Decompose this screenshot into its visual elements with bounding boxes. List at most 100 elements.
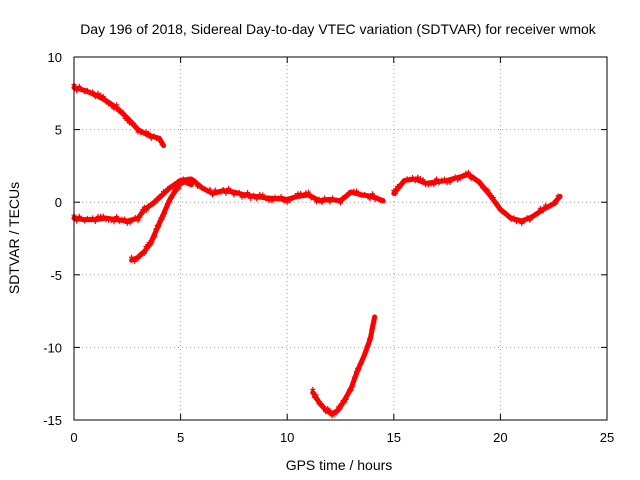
data-point [318, 401, 324, 407]
data-point [314, 199, 320, 205]
data-point [352, 374, 358, 380]
data-point [401, 179, 407, 185]
data-point [516, 217, 522, 223]
data-point [349, 383, 355, 389]
data-point [368, 332, 374, 338]
data-point [79, 217, 85, 223]
data-point [254, 196, 260, 202]
data-point [335, 198, 341, 204]
data-point [159, 142, 165, 148]
data-point [95, 90, 101, 96]
data-point [212, 187, 218, 193]
data-point [103, 99, 109, 105]
data-point [393, 191, 399, 197]
x-tick-label: 0 [70, 430, 77, 445]
data-point [330, 195, 336, 201]
data-point [151, 133, 157, 139]
data-point [457, 175, 463, 181]
data-point [148, 135, 154, 141]
data-point [369, 325, 375, 331]
data-point [106, 101, 112, 107]
data-point [319, 200, 325, 206]
data-point [135, 218, 141, 224]
data-point [468, 176, 474, 182]
data-point [447, 179, 453, 185]
data-point [180, 180, 186, 186]
data-point [290, 195, 296, 201]
data-point [513, 219, 519, 225]
data-point [370, 322, 376, 328]
data-point [360, 356, 366, 362]
data-point [521, 218, 527, 224]
data-point [365, 342, 371, 348]
data-point [76, 213, 82, 219]
data-point [210, 192, 216, 198]
data-point [433, 176, 439, 182]
data-point [100, 94, 106, 100]
data-point [377, 198, 383, 204]
data-point [98, 92, 104, 98]
data-point [124, 117, 130, 123]
data-point [504, 211, 510, 217]
data-point [84, 215, 90, 221]
data-point [111, 106, 117, 112]
data-point [202, 186, 208, 192]
data-point [311, 394, 317, 400]
data-point [103, 217, 109, 223]
y-axis-label: SDTVAR / TECUs [6, 182, 22, 294]
x-tick-label: 15 [387, 430, 401, 445]
data-point [511, 215, 517, 221]
data-point [175, 185, 181, 191]
data-point [412, 178, 418, 184]
data-point [356, 191, 362, 197]
data-point [90, 89, 96, 95]
y-tick-label: -10 [43, 340, 62, 355]
data-point [324, 197, 330, 203]
data-point [275, 195, 281, 201]
data-point [356, 367, 362, 373]
data-point [545, 204, 551, 210]
x-tick-label: 10 [280, 430, 294, 445]
data-point [396, 184, 402, 190]
chart-title: Day 196 of 2018, Sidereal Day-to-day VTE… [80, 21, 597, 37]
data-point [364, 343, 370, 349]
data-point [339, 401, 345, 407]
data-point [158, 192, 164, 198]
x-axis-label: GPS time / hours [286, 457, 393, 473]
data-point [236, 189, 242, 195]
data-point [292, 193, 298, 199]
data-point [420, 177, 426, 183]
data-point [223, 190, 229, 196]
data-point [485, 187, 491, 193]
y-tick-label: -15 [43, 413, 62, 428]
data-point [114, 214, 120, 220]
data-layer [71, 81, 563, 419]
data-point [76, 83, 82, 89]
data-point [156, 136, 162, 142]
data-point [167, 184, 173, 190]
data-point [231, 192, 237, 198]
data-point [152, 200, 158, 206]
data-point [263, 196, 269, 202]
data-point [143, 129, 149, 135]
data-point [343, 396, 349, 402]
data-point [315, 397, 321, 403]
data-point [245, 190, 251, 196]
data-point [131, 120, 137, 126]
data-point [92, 218, 98, 224]
data-point [281, 198, 287, 204]
data-point [152, 234, 158, 240]
data-point [537, 205, 543, 211]
data-point [490, 194, 496, 200]
data-point [114, 102, 120, 108]
data-point [120, 109, 126, 115]
series-track-a [71, 81, 167, 149]
data-point [193, 178, 199, 184]
data-point [82, 218, 88, 224]
data-point [157, 218, 163, 224]
data-point [272, 194, 278, 200]
data-point [348, 189, 354, 195]
data-point [369, 191, 375, 197]
data-point [159, 216, 165, 222]
data-point [532, 212, 538, 218]
